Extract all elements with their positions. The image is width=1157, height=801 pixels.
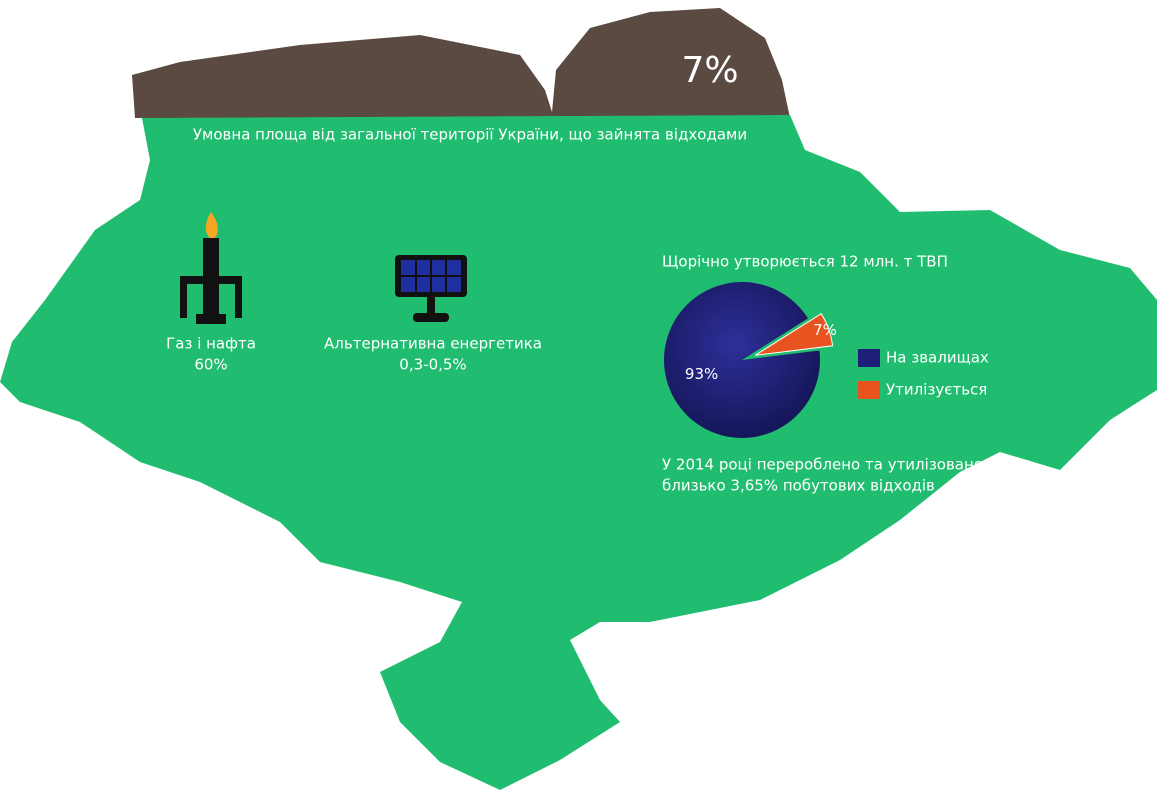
item-label: Газ і нафта — [166, 335, 256, 353]
legend-label: На звалищах — [886, 349, 989, 367]
map — [0, 115, 1157, 790]
legend-swatch — [858, 381, 880, 399]
item-value: 60% — [194, 356, 227, 374]
solar-icon — [395, 255, 467, 322]
chart-title: Щорічно утворюється 12 млн. т ТВП — [662, 253, 948, 271]
pie-label: 93% — [685, 365, 718, 383]
legend-label: Утилізується — [886, 381, 987, 399]
legend-swatch — [858, 349, 880, 367]
item-value: 0,3-0,5% — [399, 356, 466, 374]
item-label: Альтернативна енергетика — [324, 335, 542, 353]
pie-slice — [754, 313, 834, 356]
annotation: близько 3,65% побутових відходів — [662, 477, 935, 495]
annotation: У 2014 році перероблено та утилізовано — [662, 456, 983, 474]
subtitle: Умовна площа від загальної території Укр… — [193, 126, 747, 144]
gas-icon — [180, 212, 242, 324]
waste-share: 7% — [681, 50, 738, 91]
pie-label: 7% — [813, 321, 837, 339]
waste-area — [132, 8, 790, 118]
pie-slice — [664, 281, 820, 438]
